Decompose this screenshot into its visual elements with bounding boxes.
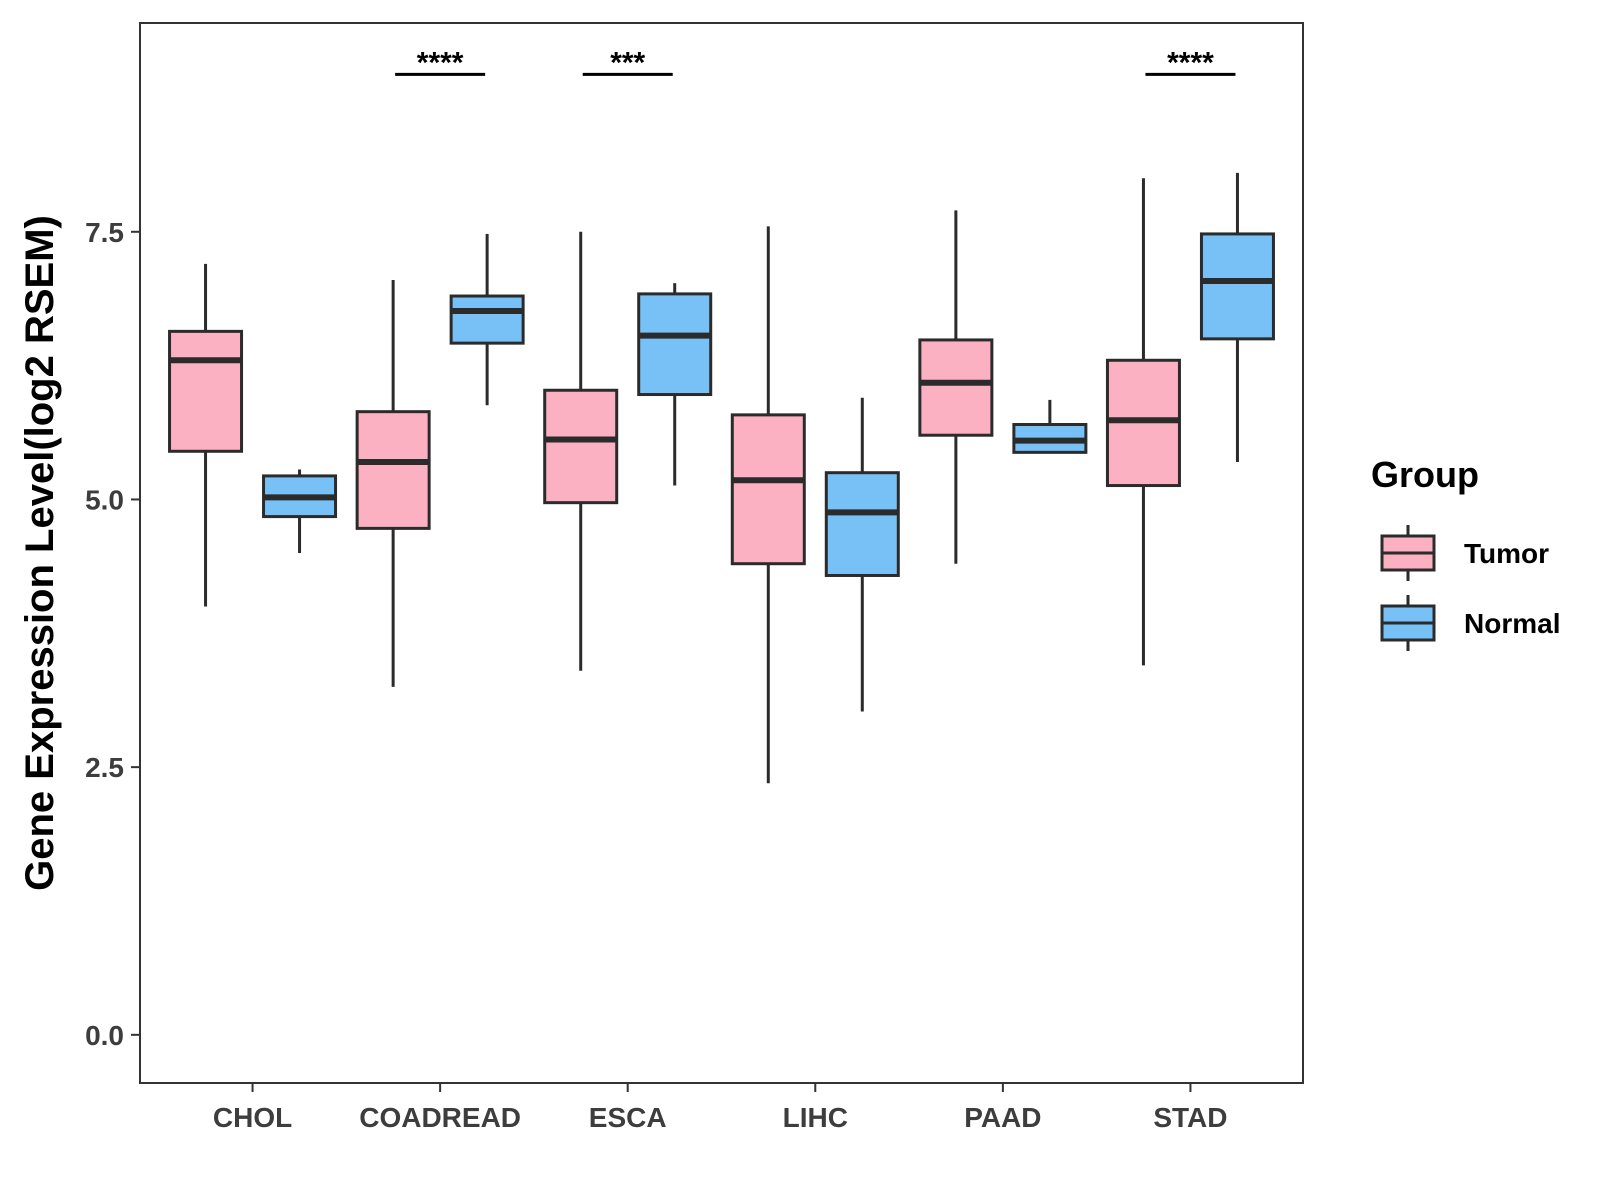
x-axis: CHOL COADREAD ESCA LIHC PAAD STAD [213, 1083, 1228, 1133]
box-normal-paad [1012, 399, 1088, 454]
box-iqr [449, 294, 525, 345]
box-tumor-lihc [730, 226, 806, 784]
y-tick-label: 0.0 [85, 1020, 124, 1051]
legend-label-tumor: Tumor [1464, 538, 1549, 569]
box-iqr [355, 410, 431, 530]
box-iqr [1199, 232, 1275, 341]
box-iqr [637, 292, 713, 397]
box-tumor-stad [1105, 178, 1181, 666]
box-normal-chol [262, 469, 338, 553]
x-tick-label: CHOL [213, 1102, 292, 1133]
legend-key-tumor [1380, 525, 1436, 581]
box-iqr [168, 329, 244, 453]
legend: Group Tumor Normal [1371, 454, 1560, 651]
box-normal-stad [1199, 172, 1275, 462]
significance-annotations: **** *** **** [395, 46, 1236, 79]
significance-label: **** [417, 46, 464, 79]
legend-label-normal: Normal [1464, 608, 1560, 639]
y-tick-label: 2.5 [85, 752, 124, 783]
x-tick-label: PAAD [964, 1102, 1041, 1133]
box-normal-lihc [824, 397, 900, 712]
plot-panel [139, 22, 1304, 1084]
box-iqr [730, 413, 806, 566]
box-tumor-esca [543, 231, 619, 671]
y-axis-title: Gene Expression Level(log2 RSEM) [18, 215, 62, 891]
x-tick-label: COADREAD [359, 1102, 521, 1133]
box-iqr [543, 388, 619, 505]
legend-key-normal [1380, 595, 1436, 651]
significance-label: *** [610, 46, 645, 79]
x-tick-label: LIHC [783, 1102, 848, 1133]
y-tick-label: 7.5 [85, 217, 124, 248]
box-tumor-chol [168, 263, 244, 607]
y-tick-label: 5.0 [85, 484, 124, 515]
box-iqr [918, 338, 994, 437]
significance-label: **** [1167, 46, 1214, 79]
box-normal-esca [637, 283, 713, 486]
y-axis: 0.0 2.5 5.0 7.5 [85, 217, 140, 1051]
box-series [168, 172, 1275, 784]
box-iqr [824, 471, 900, 577]
x-tick-label: STAD [1153, 1102, 1227, 1133]
box-normal-coadread [449, 233, 525, 406]
box-tumor-paad [918, 210, 994, 564]
x-tick-label: ESCA [589, 1102, 667, 1133]
box-tumor-coadread [355, 279, 431, 687]
legend-title: Group [1371, 454, 1479, 495]
